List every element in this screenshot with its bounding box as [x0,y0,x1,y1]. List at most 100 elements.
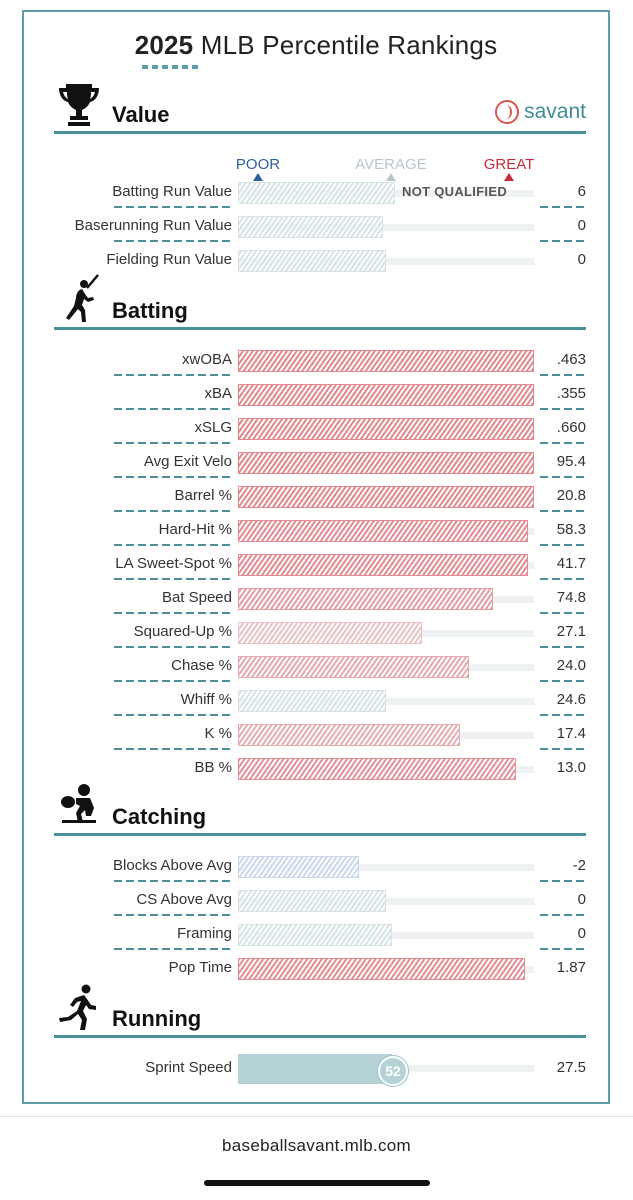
row-divider-right [540,240,586,242]
metric-row[interactable]: Pop Time 1.87 [24,952,612,986]
percentile-bar [238,1054,392,1084]
percentile-bar [238,182,395,204]
section-header-running: Running [54,984,586,1038]
brand-text: savant [524,100,586,123]
section-divider [54,131,586,134]
metric-value: 58.3 [556,521,586,538]
metric-row[interactable]: Bat Speed 74.8 [24,582,612,616]
metric-value: 27.1 [556,623,586,640]
metric-row[interactable]: CS Above Avg 0 [24,884,612,918]
row-divider-right [540,374,586,376]
metric-value: 24.0 [556,657,586,674]
row-divider-left [114,578,230,580]
metric-value: .355 [556,385,586,402]
metric-row[interactable]: Baserunning Run Value 0 [24,210,612,244]
row-divider-left [114,612,230,614]
percentile-bar [238,890,386,912]
metric-row[interactable]: K % 17.4 [24,718,612,752]
home-indicator[interactable] [204,1180,430,1186]
metric-value: 1.87 [556,959,586,976]
row-divider-left [114,680,230,682]
row-divider-right [540,442,586,444]
metric-row[interactable]: Avg Exit Velo 95.4 [24,446,612,480]
poor-marker: POOR [213,156,303,181]
savant-logo[interactable]: savant [495,98,586,126]
section-header-catching: Catching [54,784,586,836]
runner-icon [54,982,104,1032]
catcher-icon [54,780,104,830]
metric-row[interactable]: Chase % 24.0 [24,650,612,684]
metric-label: Avg Exit Velo [143,453,232,470]
row-divider-right [540,476,586,478]
page-title: 2025 MLB Percentile Rankings [134,30,498,60]
metric-label: Pop Time [168,959,232,976]
metric-value: 0 [577,217,586,234]
percentile-bar [238,690,386,712]
section-header-batting: Batting [54,274,586,330]
metric-label: Blocks Above Avg [113,857,232,874]
metric-row[interactable]: BB % 13.0 [24,752,612,786]
metric-row[interactable]: Hard-Hit % 58.3 [24,514,612,548]
percentile-badge: 52 [378,1056,408,1086]
trophy-icon [54,78,104,128]
metric-row[interactable]: Barrel % 20.8 [24,480,612,514]
section-header-value: Value savant [54,84,586,134]
metric-row[interactable]: LA Sweet-Spot % 41.7 [24,548,612,582]
row-divider-left [114,714,230,716]
title-underline [142,65,202,69]
footer-url[interactable]: baseballsavant.mlb.com [222,1136,411,1155]
section-divider [54,833,586,836]
metric-row[interactable]: Framing 0 [24,918,612,952]
percentile-bar [238,622,422,644]
metric-label: Sprint Speed [145,1059,232,1076]
not-qualified-label: NOT QUALIFIED [402,184,508,199]
metric-value: 27.5 [556,1059,586,1076]
row-divider-left [114,646,230,648]
percentile-bar [238,418,534,440]
metric-label: Baserunning Run Value [74,217,232,234]
percentile-track [238,698,534,705]
metric-label: Fielding Run Value [106,251,232,268]
percentile-bar [238,250,386,272]
percentile-bar [238,656,469,678]
batter-icon [54,274,104,324]
metric-row[interactable]: Whiff % 24.6 [24,684,612,718]
metric-label: Whiff % [180,691,232,708]
metric-value: 95.4 [556,453,586,470]
metric-row[interactable]: Blocks Above Avg -2 [24,850,612,884]
row-divider-right [540,748,586,750]
percentile-bar [238,758,516,780]
metric-row[interactable]: xwOBA .463 [24,344,612,378]
row-divider-right [540,510,586,512]
metric-row[interactable]: Fielding Run Value 0 [24,244,612,278]
metric-row[interactable]: xSLG .660 [24,412,612,446]
row-divider-left [114,948,230,950]
row-divider-left [114,880,230,882]
metric-label: BB % [194,759,232,776]
scale-markers: POOR AVERAGE GREAT [24,156,612,186]
percentile-bar [238,554,528,576]
metric-row[interactable]: Squared-Up % 27.1 [24,616,612,650]
percentile-track [238,258,534,265]
metric-label: xwOBA [181,351,232,368]
percentile-card: 2025 MLB Percentile Rankings POOR AVERAG… [22,10,610,1104]
footer-divider [0,1116,633,1117]
metric-row[interactable]: Sprint Speed 52 27.5 [24,1052,612,1086]
metric-row[interactable]: xBA .355 [24,378,612,412]
section-divider [54,327,586,330]
metric-value: 0 [577,251,586,268]
metric-label: xBA [204,385,232,402]
metric-value: 17.4 [556,725,586,742]
metric-label: Hard-Hit % [158,521,232,538]
percentile-bar [238,520,528,542]
percentile-bar [238,216,383,238]
metric-value: 74.8 [556,589,586,606]
metric-label: Squared-Up % [133,623,232,640]
metric-row[interactable]: Batting Run Value NOT QUALIFIED 6 [24,176,612,210]
row-divider-left [114,408,230,410]
row-divider-right [540,880,586,882]
section-title: Value [112,102,170,127]
row-divider-left [114,544,230,546]
row-divider-right [540,578,586,580]
row-divider-left [114,240,230,242]
